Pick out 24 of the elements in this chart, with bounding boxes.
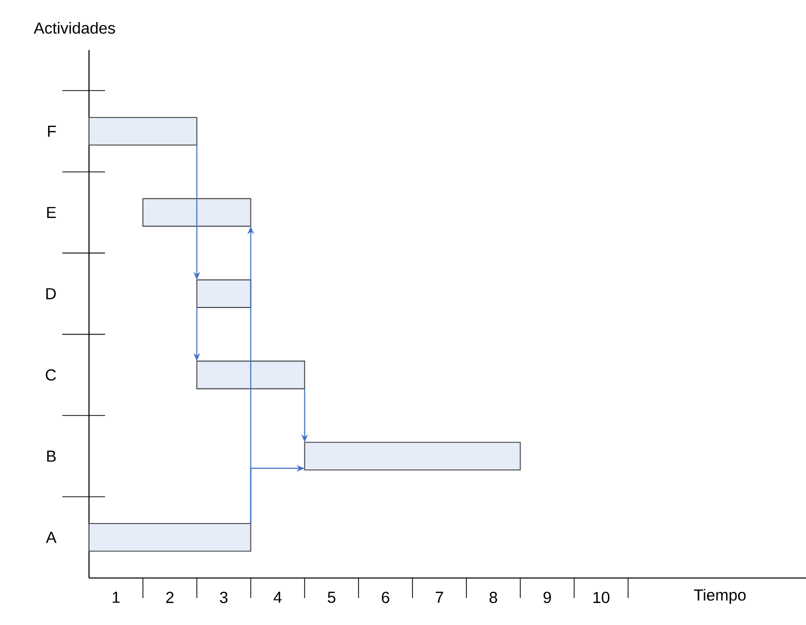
y-tick-label: B (47, 450, 56, 462)
x-axis-title: Tiempo (694, 588, 746, 604)
y-axis-title: Actividades (34, 22, 115, 34)
x-tick-label: 7 (436, 592, 444, 603)
bar (196, 279, 252, 308)
bar (304, 442, 521, 470)
y-tick-label: A (46, 532, 57, 543)
x-tick-label: 3 (220, 592, 228, 604)
y-tick-label: C (46, 369, 56, 381)
y-tick-label: E (47, 206, 56, 218)
x-tick-label: 10 (593, 592, 610, 604)
x-tick-label: 5 (328, 592, 336, 603)
x-tick-label: 4 (274, 592, 282, 603)
x-tick-label: 8 (490, 592, 498, 604)
y-tick-label: D (46, 288, 56, 300)
x-tick-label: 6 (382, 592, 390, 604)
y-tick-label: F (48, 126, 56, 137)
x-tick-label: 1 (112, 592, 120, 603)
bar (142, 198, 252, 227)
bar (88, 116, 198, 146)
x-tick-label: 2 (166, 592, 174, 603)
x-tick-label: 9 (544, 592, 551, 604)
bar (88, 523, 252, 552)
bar (196, 360, 306, 390)
